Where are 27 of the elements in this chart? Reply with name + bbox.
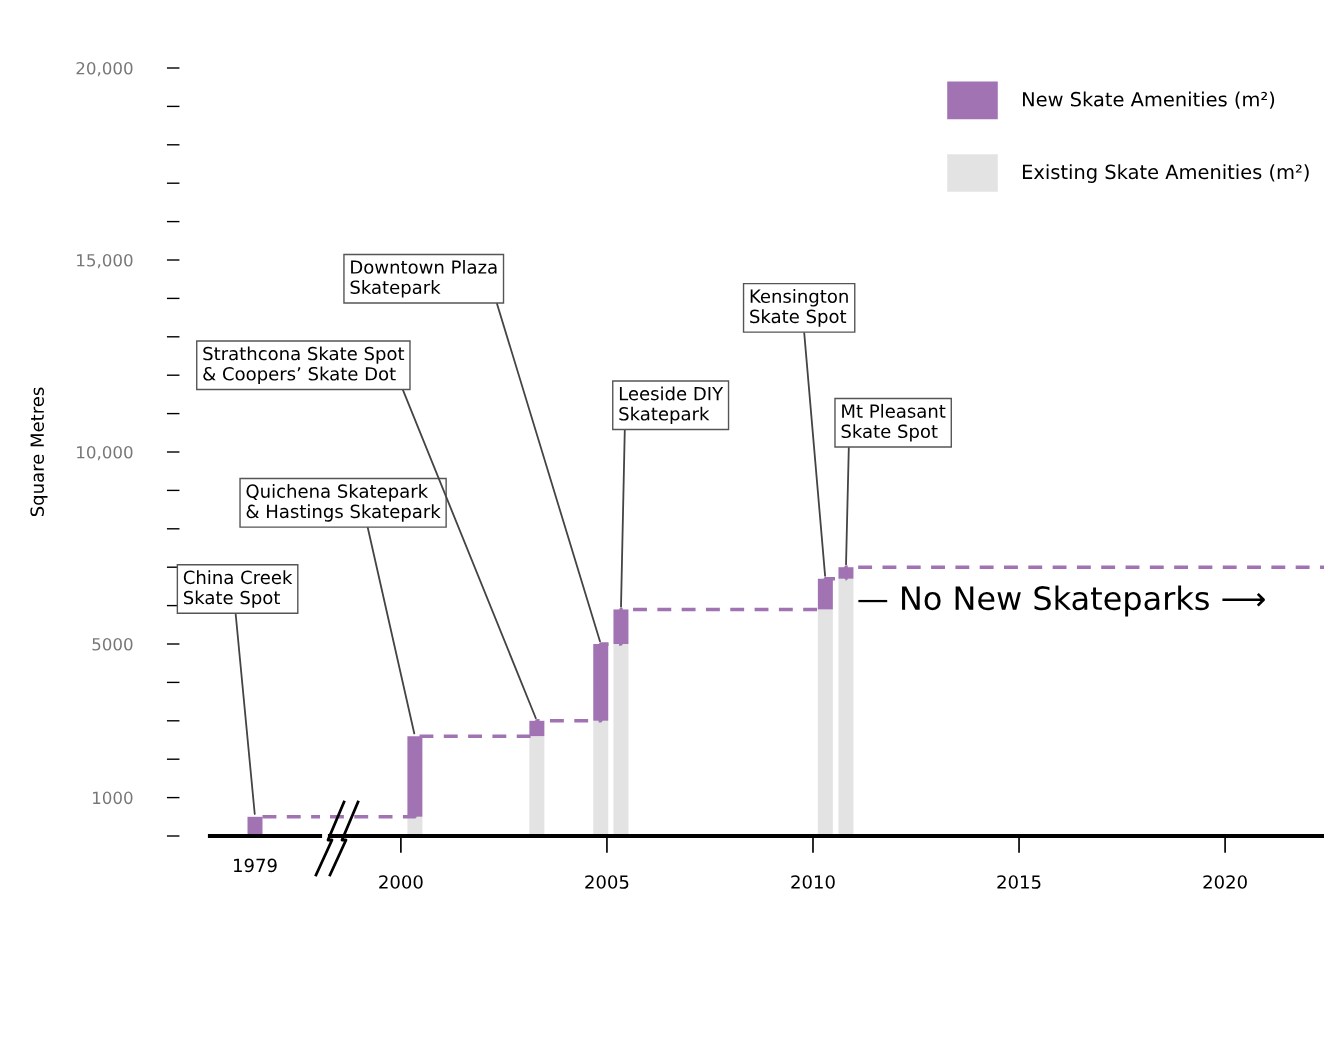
annotation: Quichena Skatepark & Hastings Skatepark (246, 483, 441, 522)
x-tick-label: 1979 (234, 858, 277, 873)
bar (817, 609, 833, 836)
bar (529, 736, 545, 836)
annotation: — No New Skateparks ⟶ (858, 585, 1265, 617)
x-tick-label: 2005 (585, 875, 629, 889)
y-axis-title: Square Metres (30, 387, 48, 517)
x-tick-label: 2000 (379, 875, 423, 889)
bar (613, 644, 629, 836)
y-tick-label: 1000 (93, 791, 133, 805)
annotation: Mt Pleasant Skate Spot (841, 403, 946, 442)
legend-label: Existing Skate Amenities (m²) (1023, 164, 1309, 183)
bar (838, 578, 854, 836)
annotation: Leeside DIY Skatepark (619, 386, 724, 425)
annotation: Kensington Skate Spot (750, 289, 848, 327)
annotation: Downtown Plaza Skatepark (350, 259, 497, 298)
y-tick-label: 10,000 (77, 445, 133, 461)
x-tick-label: 2010 (791, 875, 835, 889)
legend-label: New Skate Amenities (m²) (1023, 91, 1275, 109)
y-tick-label: 20,000 (76, 61, 133, 77)
bar (593, 720, 609, 836)
x-tick-label: 2015 (997, 875, 1041, 889)
y-tick-label: 15,000 (77, 253, 133, 269)
y-tick-label: 5000 (92, 637, 133, 651)
annotation: Strathcona Skate Spot & Coopers’ Skate Dot (203, 346, 405, 385)
x-tick-label: 2020 (1203, 875, 1247, 889)
annotation: China Creek Skate Spot (183, 570, 293, 608)
